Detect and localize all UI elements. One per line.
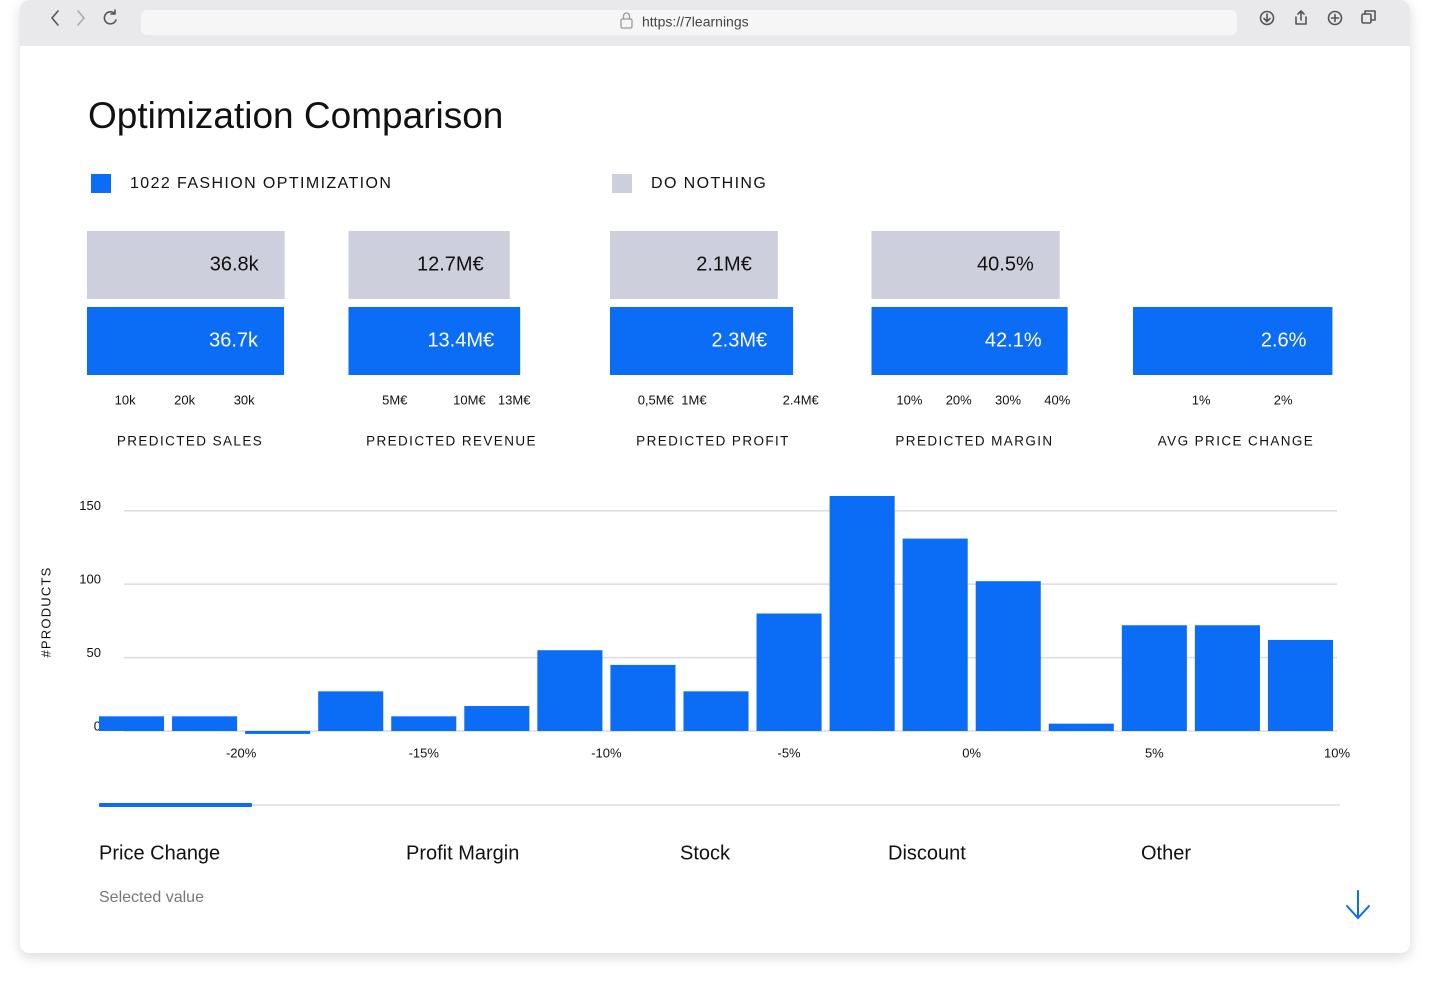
kpi-tick-label: 1M€ — [681, 392, 707, 407]
x-tick-label: 0% — [962, 745, 981, 760]
kpi-value-label: 2.1M€ — [696, 253, 752, 275]
histogram-bar — [757, 614, 822, 732]
kpi-value-label: 40.5% — [977, 253, 1034, 275]
y-tick-label: 100 — [79, 572, 101, 587]
x-tick-label: -10% — [591, 745, 622, 760]
legend-swatch — [91, 174, 111, 193]
x-tick-label: -20% — [226, 745, 257, 760]
kpi-label: PREDICTED REVENUE — [366, 434, 537, 449]
tab[interactable]: Discount — [888, 842, 966, 864]
kpi-value-label: 42.1% — [985, 329, 1042, 351]
kpi-tick-label: 0,5M€ — [638, 392, 675, 407]
histogram-bar — [318, 691, 383, 731]
histogram-bar — [245, 731, 310, 734]
kpi-label: PREDICTED PROFIT — [636, 434, 790, 449]
legend-label: 1022 FASHION OPTIMIZATION — [130, 175, 392, 192]
browser-window — [20, 0, 1410, 953]
histogram-bar — [1049, 724, 1114, 731]
tab[interactable]: Stock — [680, 842, 731, 864]
histogram-bar — [1195, 625, 1260, 731]
kpi-tick-label: 30k — [234, 392, 255, 407]
slider-track — [99, 804, 1340, 806]
x-tick-label: 10% — [1324, 745, 1350, 760]
x-tick-label: -15% — [409, 745, 440, 760]
histogram-bar — [683, 691, 748, 731]
tab-caption: Selected value — [99, 889, 204, 906]
url: https://7learnings — [642, 14, 749, 30]
histogram-bar — [464, 706, 529, 731]
histogram-bar — [172, 716, 237, 731]
kpi-tick-label: 1% — [1192, 392, 1211, 407]
kpi-value-label: 12.7M€ — [417, 253, 484, 275]
histogram-bar — [1268, 640, 1333, 731]
histogram-bar — [1122, 625, 1187, 731]
baseline-bar — [610, 231, 778, 299]
histogram-bar — [99, 716, 164, 731]
slider-progress — [99, 803, 252, 807]
kpi-value-label: 13.4M€ — [427, 329, 494, 351]
kpi-label: PREDICTED MARGIN — [895, 434, 1053, 449]
kpi-label: PREDICTED SALES — [117, 434, 263, 449]
kpi-label: AVG PRICE CHANGE — [1158, 434, 1314, 449]
y-tick-label: 150 — [79, 498, 101, 513]
page-title: Optimization Comparison — [88, 95, 503, 136]
histogram-bar — [391, 716, 456, 731]
kpi-tick-label: 20k — [174, 392, 195, 407]
tab[interactable]: Price Change — [99, 842, 220, 864]
tab[interactable]: Other — [1141, 842, 1191, 864]
histogram-bar — [610, 665, 675, 731]
x-tick-label: 5% — [1145, 745, 1164, 760]
histogram-bar — [976, 581, 1041, 731]
y-tick-label: 50 — [87, 645, 101, 660]
kpi-value-label: 36.7k — [209, 329, 259, 351]
histogram-bar — [537, 650, 602, 731]
legend-swatch — [612, 174, 632, 193]
kpi-tick-label: 13M€ — [498, 392, 531, 407]
kpi-tick-label: 20% — [946, 392, 972, 407]
kpi-tick-label: 30% — [995, 392, 1021, 407]
kpi-value-label: 36.8k — [210, 253, 260, 275]
x-tick-label: -5% — [777, 745, 801, 760]
kpi-tick-label: 10k — [115, 392, 136, 407]
kpi-tick-label: 10M€ — [453, 392, 486, 407]
histogram-bar — [830, 496, 895, 731]
kpi-tick-label: 2.4M€ — [783, 392, 820, 407]
kpi-tick-label: 2% — [1274, 392, 1293, 407]
histogram-bar — [903, 539, 968, 731]
kpi-tick-label: 10% — [896, 392, 922, 407]
tab[interactable]: Profit Margin — [406, 842, 519, 864]
kpi-tick-label: 40% — [1044, 392, 1070, 407]
kpi-value-label: 2.3M€ — [712, 329, 768, 351]
y-axis-label: #PRODUCTS — [38, 567, 53, 658]
legend-label: DO NOTHING — [651, 175, 767, 192]
kpi-value-label: 2.6% — [1261, 329, 1307, 351]
kpi-tick-label: 5M€ — [382, 392, 408, 407]
